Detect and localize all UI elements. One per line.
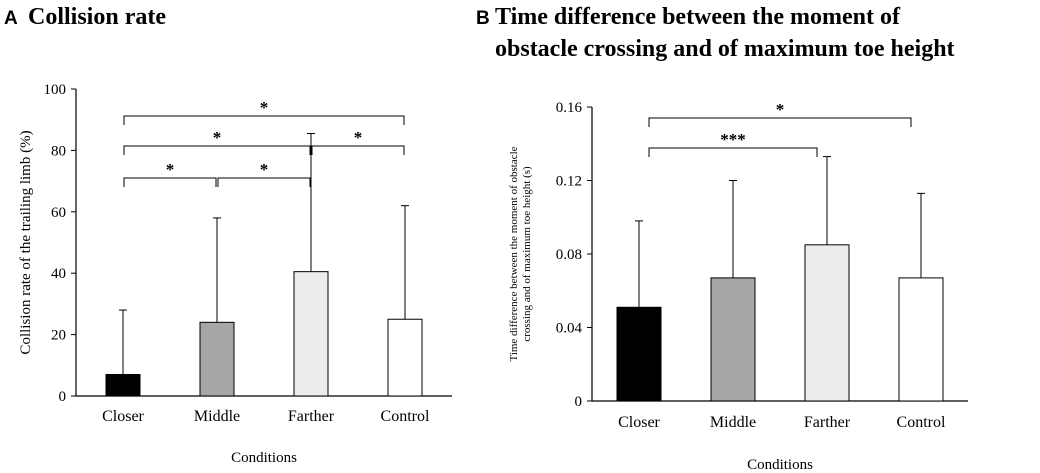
x-tick-label: Closer [618,414,660,431]
panel-title: Collision rate [28,4,166,30]
significance-marker: * [354,128,363,147]
y-tick-label: 100 [44,82,67,98]
x-tick-label: Middle [194,408,240,425]
y-tick-label: 0 [575,394,583,410]
x-tick-label: Farther [288,408,335,425]
significance-marker: * [776,100,785,119]
bar-closer [616,306,662,402]
y-tick-label: 80 [51,143,66,159]
panel-b: B Time difference between the moment of … [476,0,1040,473]
x-tick-label: Farther [804,414,851,431]
bar-farther [804,244,850,402]
significance-bracket [311,145,405,155]
bar-closer [105,374,141,397]
panel-letter: A [4,8,18,29]
x-tick-label: Middle [710,414,756,431]
bar-middle [710,277,756,402]
significance-bracket [123,177,217,187]
x-axis-title: Conditions [231,450,297,466]
bar-control [898,277,944,402]
bar-middle [199,321,235,397]
significance-bracket [123,115,405,125]
significance-marker: *** [720,130,746,149]
panel-title-line: obstacle crossing and of maximum toe hei… [495,36,955,62]
x-tick-label: Control [381,408,430,425]
y-tick-label: 60 [51,205,66,221]
significance-marker: * [213,128,222,147]
y-axis-title: crossing and of maximum toe height (s) [521,166,533,342]
significance-marker: * [166,160,175,179]
time-difference-chart: 0 0.04 0.08 0.12 0.16 Closer Middle Farther Cont… [508,100,968,473]
panel-letter: B [476,8,490,29]
significance-bracket [648,147,818,157]
significance-bracket [123,145,311,155]
x-tick-label: Control [897,414,946,431]
y-axis-title: Time difference between the moment of ob… [508,146,520,361]
y-axis-title: Collision rate of the trailing limb (%) [18,130,34,354]
collision-rate-chart: 0 20 40 60 80 100 Closer Middle Farther Control Co… [18,82,452,466]
y-tick-label: 0.16 [556,100,583,116]
significance-bracket [648,117,912,127]
bar-control [387,318,423,397]
y-tick-label: 0.08 [556,247,582,263]
significance-marker: * [260,160,269,179]
x-tick-label: Closer [102,408,144,425]
y-tick-label: 20 [51,328,66,344]
y-tick-label: 0 [59,389,67,405]
significance-bracket [217,177,311,187]
x-axis-title: Conditions [747,457,813,473]
panel-title-line: Time difference between the moment of [495,4,900,30]
bar-farther [293,271,329,397]
y-tick-label: 0.12 [556,174,582,190]
panel-a: A Collision rate 0 20 40 60 80 100 Closer Middl… [0,0,500,473]
y-tick-label: 40 [51,266,66,282]
y-tick-label: 0.04 [556,321,583,337]
significance-marker: * [260,98,269,117]
